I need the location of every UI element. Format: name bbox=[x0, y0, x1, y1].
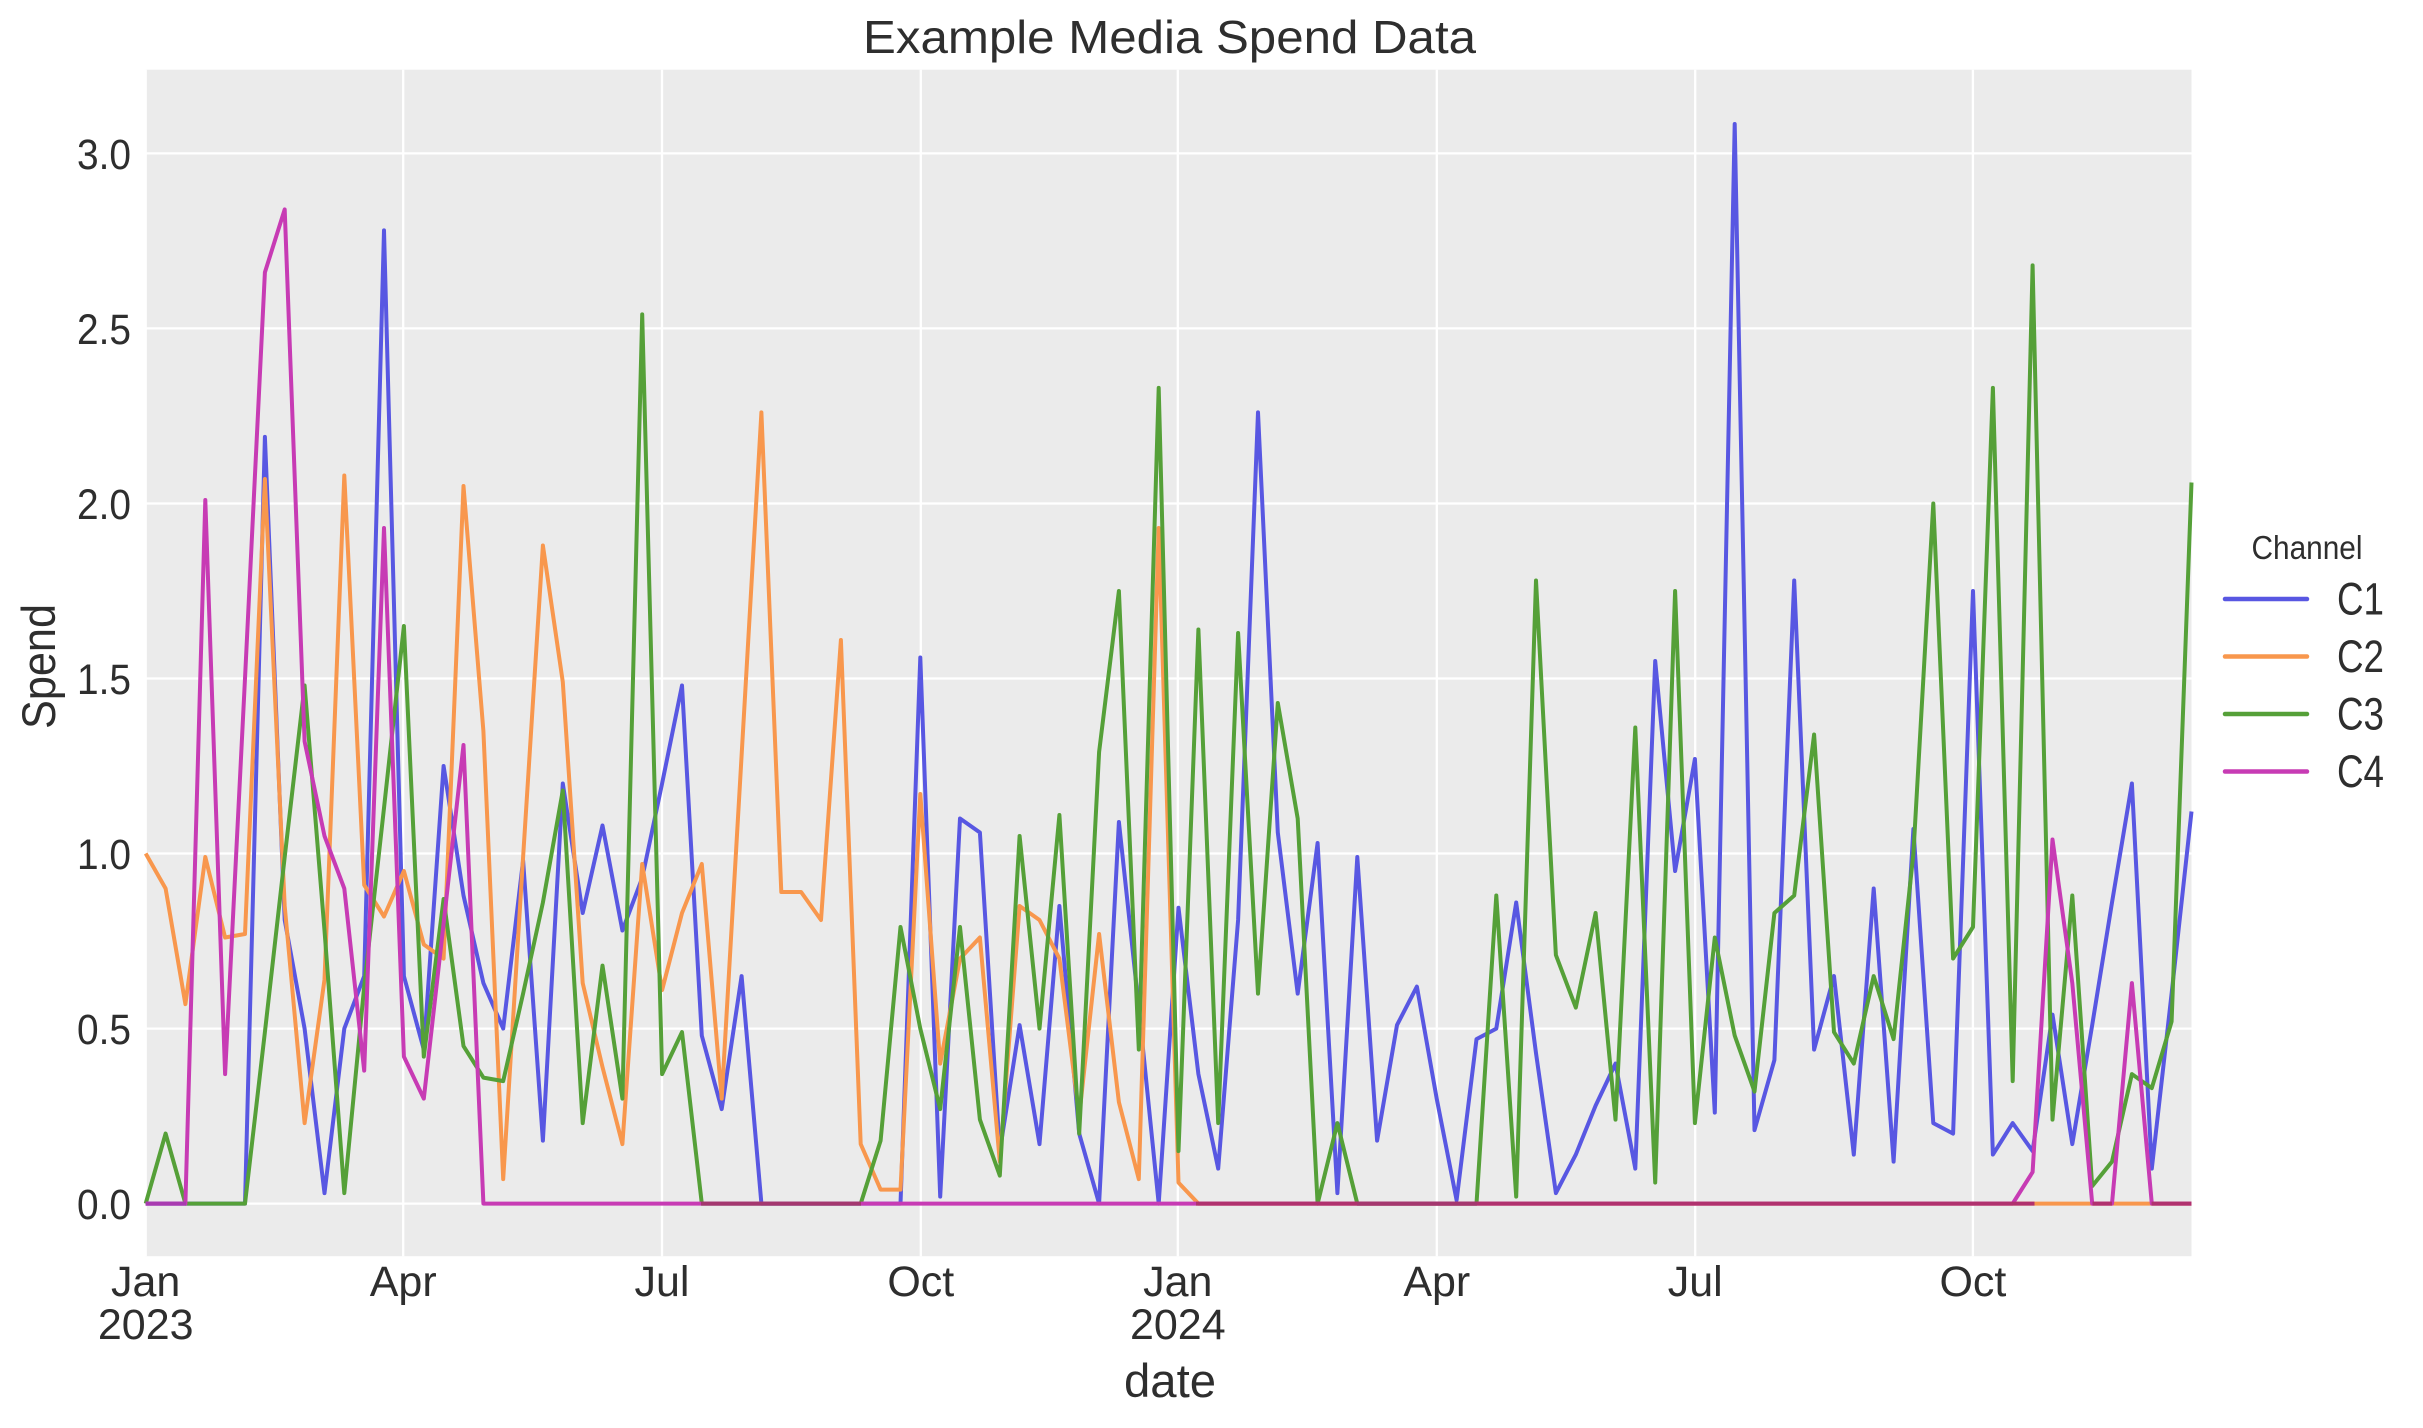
svg-text:Apr: Apr bbox=[370, 1258, 437, 1306]
svg-text:0.5: 0.5 bbox=[77, 1006, 131, 1054]
svg-text:Jul: Jul bbox=[1668, 1258, 1723, 1306]
svg-text:Jul: Jul bbox=[635, 1258, 690, 1306]
svg-text:Oct: Oct bbox=[1939, 1258, 2006, 1306]
svg-text:Example Media Spend Data: Example Media Spend Data bbox=[863, 11, 1476, 63]
svg-text:1.5: 1.5 bbox=[77, 656, 131, 704]
svg-text:C2: C2 bbox=[2337, 631, 2384, 682]
svg-text:Oct: Oct bbox=[887, 1258, 954, 1306]
svg-text:Apr: Apr bbox=[1403, 1258, 1470, 1306]
svg-text:1.0: 1.0 bbox=[77, 831, 131, 879]
svg-text:3.0: 3.0 bbox=[77, 131, 131, 179]
svg-text:2023: 2023 bbox=[98, 1301, 194, 1349]
svg-text:date: date bbox=[1124, 1354, 1216, 1407]
svg-text:Channel: Channel bbox=[2252, 529, 2363, 566]
svg-text:0.0: 0.0 bbox=[77, 1181, 131, 1229]
svg-text:2.0: 2.0 bbox=[77, 481, 131, 529]
svg-text:C4: C4 bbox=[2337, 746, 2384, 797]
svg-text:C3: C3 bbox=[2337, 689, 2384, 740]
svg-text:Jan: Jan bbox=[111, 1258, 180, 1306]
svg-text:C1: C1 bbox=[2337, 574, 2384, 625]
svg-text:Jan: Jan bbox=[1143, 1258, 1212, 1306]
svg-text:2.5: 2.5 bbox=[77, 306, 131, 354]
svg-text:2024: 2024 bbox=[1130, 1301, 1226, 1349]
svg-text:Spend: Spend bbox=[12, 604, 65, 729]
